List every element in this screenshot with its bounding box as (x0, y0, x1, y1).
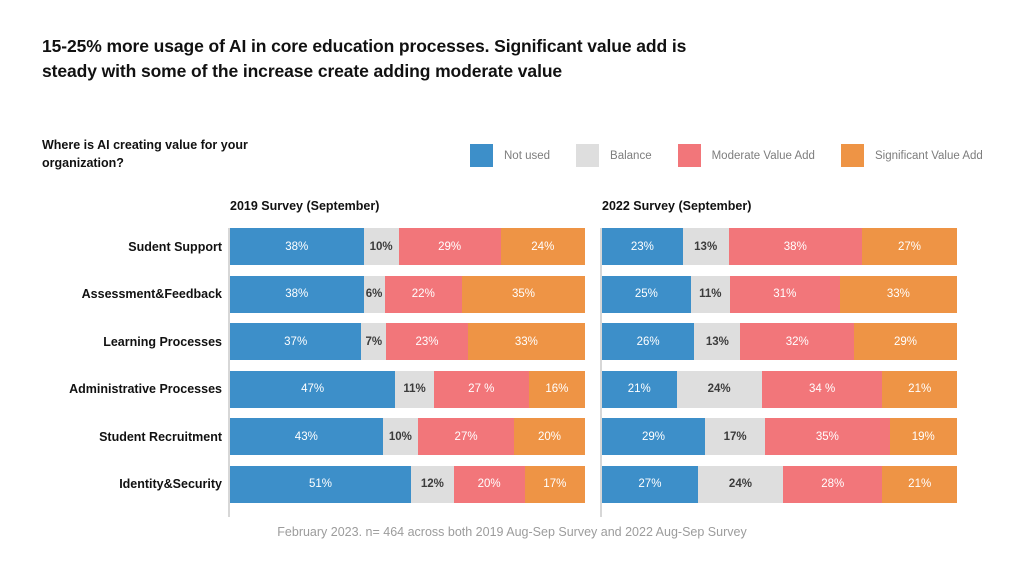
bar-segment-not-used: 47% (230, 370, 396, 408)
category-label: Sudent Support (128, 239, 222, 254)
bar-segment-moderate-value-add: 28% (783, 465, 883, 503)
value-axis-line-2019 (228, 228, 230, 517)
bar-row: 26% 13% 32% 29% (602, 323, 957, 360)
bar-row: 37% 7% 23% 33% (230, 323, 585, 360)
bar-segment-moderate-value-add: 27% (418, 418, 514, 455)
legend-label-significant-value-add: Significant Value Add (874, 149, 983, 162)
bar-segment-not-used: 51% (230, 465, 412, 503)
bar-segment-balance: 7% (361, 323, 387, 360)
category-axis-labels: Sudent Support Assessment&Feedback Learnin… (20, 228, 222, 513)
legend-label-balance: Balance (610, 149, 652, 162)
bar-segment-balance: 11% (395, 370, 434, 408)
legend-label-not-used: Not used (504, 149, 551, 162)
bar-row: 23% 13% 38% 27% (602, 228, 957, 265)
bar-segment-moderate-value-add: 34 % (761, 370, 883, 408)
bar-segment-balance: 24% (676, 370, 762, 408)
legend-label-moderate-value-add: Moderate Value Add (711, 149, 815, 162)
value-axis-line-2022 (600, 228, 602, 517)
bar-segment-balance: 10% (363, 228, 399, 265)
bar-group-2022: 23% 13% 38% 27% 25% 11% 31% 33% 26% 13% 32% 29% 21% 2… (602, 228, 957, 513)
bar-segment-moderate-value-add: 38% (728, 228, 863, 265)
bar-segment-significant-value-add: 21% (882, 370, 957, 408)
bar-row: 21% 24% 34 % 21% (602, 370, 957, 408)
legend-swatch-not-used (470, 144, 493, 167)
category-label: Administrative Processes (69, 382, 222, 396)
page-title: 15-25% more usage of AI in core educatio… (42, 36, 687, 81)
bar-segment-significant-value-add: 21% (882, 465, 957, 503)
bar-segment-significant-value-add: 33% (467, 323, 585, 360)
bar-segment-moderate-value-add: 35% (765, 418, 890, 455)
bar-segment-significant-value-add: 20% (513, 418, 585, 455)
bar-segment-balance: 11% (690, 275, 730, 313)
bar-segment-significant-value-add: 16% (528, 370, 585, 408)
legend-item-not-used: Not used (470, 144, 550, 167)
legend-item-significant-value-add: Significant Value Add (840, 144, 983, 167)
panel-heading-2019: 2019 Survey (September) (230, 199, 380, 213)
bar-segment-moderate-value-add: 22% (384, 275, 462, 313)
category-label: Assessment&Feedback (81, 287, 222, 301)
bar-segment-moderate-value-add: 20% (453, 465, 525, 503)
chart-legend: Not used Balance Moderate Value Add Sign… (470, 144, 983, 167)
bar-segment-significant-value-add: 19% (889, 418, 957, 455)
bar-segment-not-used: 25% (602, 275, 691, 313)
legend-swatch-balance (576, 144, 600, 167)
bar-segment-not-used: 37% (230, 323, 362, 360)
bar-segment-not-used: 38% (230, 275, 364, 313)
bar-segment-significant-value-add: 24% (500, 228, 585, 265)
category-label: Learning Processes (103, 334, 222, 349)
bar-row: 51% 12% 20% 17% (230, 465, 585, 503)
bar-segment-balance: 10% (382, 418, 419, 455)
bar-segment-balance: 24% (697, 465, 784, 503)
bar-segment-not-used: 38% (230, 228, 364, 265)
category-label: Identity&Security (119, 477, 222, 491)
bar-segment-moderate-value-add: 27 % (433, 370, 529, 408)
bar-segment-balance: 13% (694, 323, 741, 360)
bar-segment-moderate-value-add: 23% (386, 323, 468, 360)
bar-segment-not-used: 23% (602, 228, 683, 265)
bar-row: 27% 24% 28% 21% (602, 465, 957, 503)
bar-segment-not-used: 43% (230, 418, 383, 455)
bar-segment-balance: 17% (704, 418, 766, 455)
bar-group-2019: 38% 10% 29% 24% 38% 6% 22% 35% 37% 7% 23% 33% 47% 11%… (230, 228, 585, 513)
bar-segment-balance: 6% (363, 275, 385, 313)
bar-row: 47% 11% 27 % 16% (230, 370, 585, 408)
bar-segment-moderate-value-add: 29% (398, 228, 501, 265)
question-label: Where is AI creating value for your orga… (42, 138, 248, 171)
bar-row: 29% 17% 35% 19% (602, 418, 957, 455)
bar-segment-not-used: 26% (602, 323, 695, 360)
legend-swatch-moderate-value-add (677, 144, 701, 167)
bar-segment-moderate-value-add: 32% (740, 323, 855, 360)
bar-segment-significant-value-add: 29% (854, 323, 957, 360)
bar-segment-balance: 12% (411, 465, 454, 503)
legend-swatch-significant-value-add (840, 144, 864, 167)
category-label: Student Recruitment (99, 429, 222, 444)
bar-segment-balance: 13% (682, 228, 729, 265)
bar-segment-not-used: 27% (602, 465, 698, 503)
bar-segment-significant-value-add: 33% (839, 275, 957, 313)
bar-row: 38% 10% 29% 24% (230, 228, 585, 265)
bar-segment-significant-value-add: 35% (461, 275, 585, 313)
legend-item-moderate-value-add: Moderate Value Add (677, 144, 815, 167)
bar-segment-not-used: 21% (602, 370, 677, 408)
bar-segment-not-used: 29% (602, 418, 705, 455)
bar-row: 25% 11% 31% 33% (602, 275, 957, 313)
bar-row: 43% 10% 27% 20% (230, 418, 585, 455)
source-note: February 2023. n= 464 across both 2019 A… (277, 525, 747, 539)
bar-segment-significant-value-add: 27% (862, 228, 957, 265)
legend-item-balance: Balance (576, 144, 652, 167)
panel-heading-2022: 2022 Survey (September) (602, 199, 752, 213)
bar-row: 38% 6% 22% 35% (230, 275, 585, 313)
bar-segment-significant-value-add: 17% (524, 465, 585, 503)
bar-segment-moderate-value-add: 31% (729, 275, 840, 313)
